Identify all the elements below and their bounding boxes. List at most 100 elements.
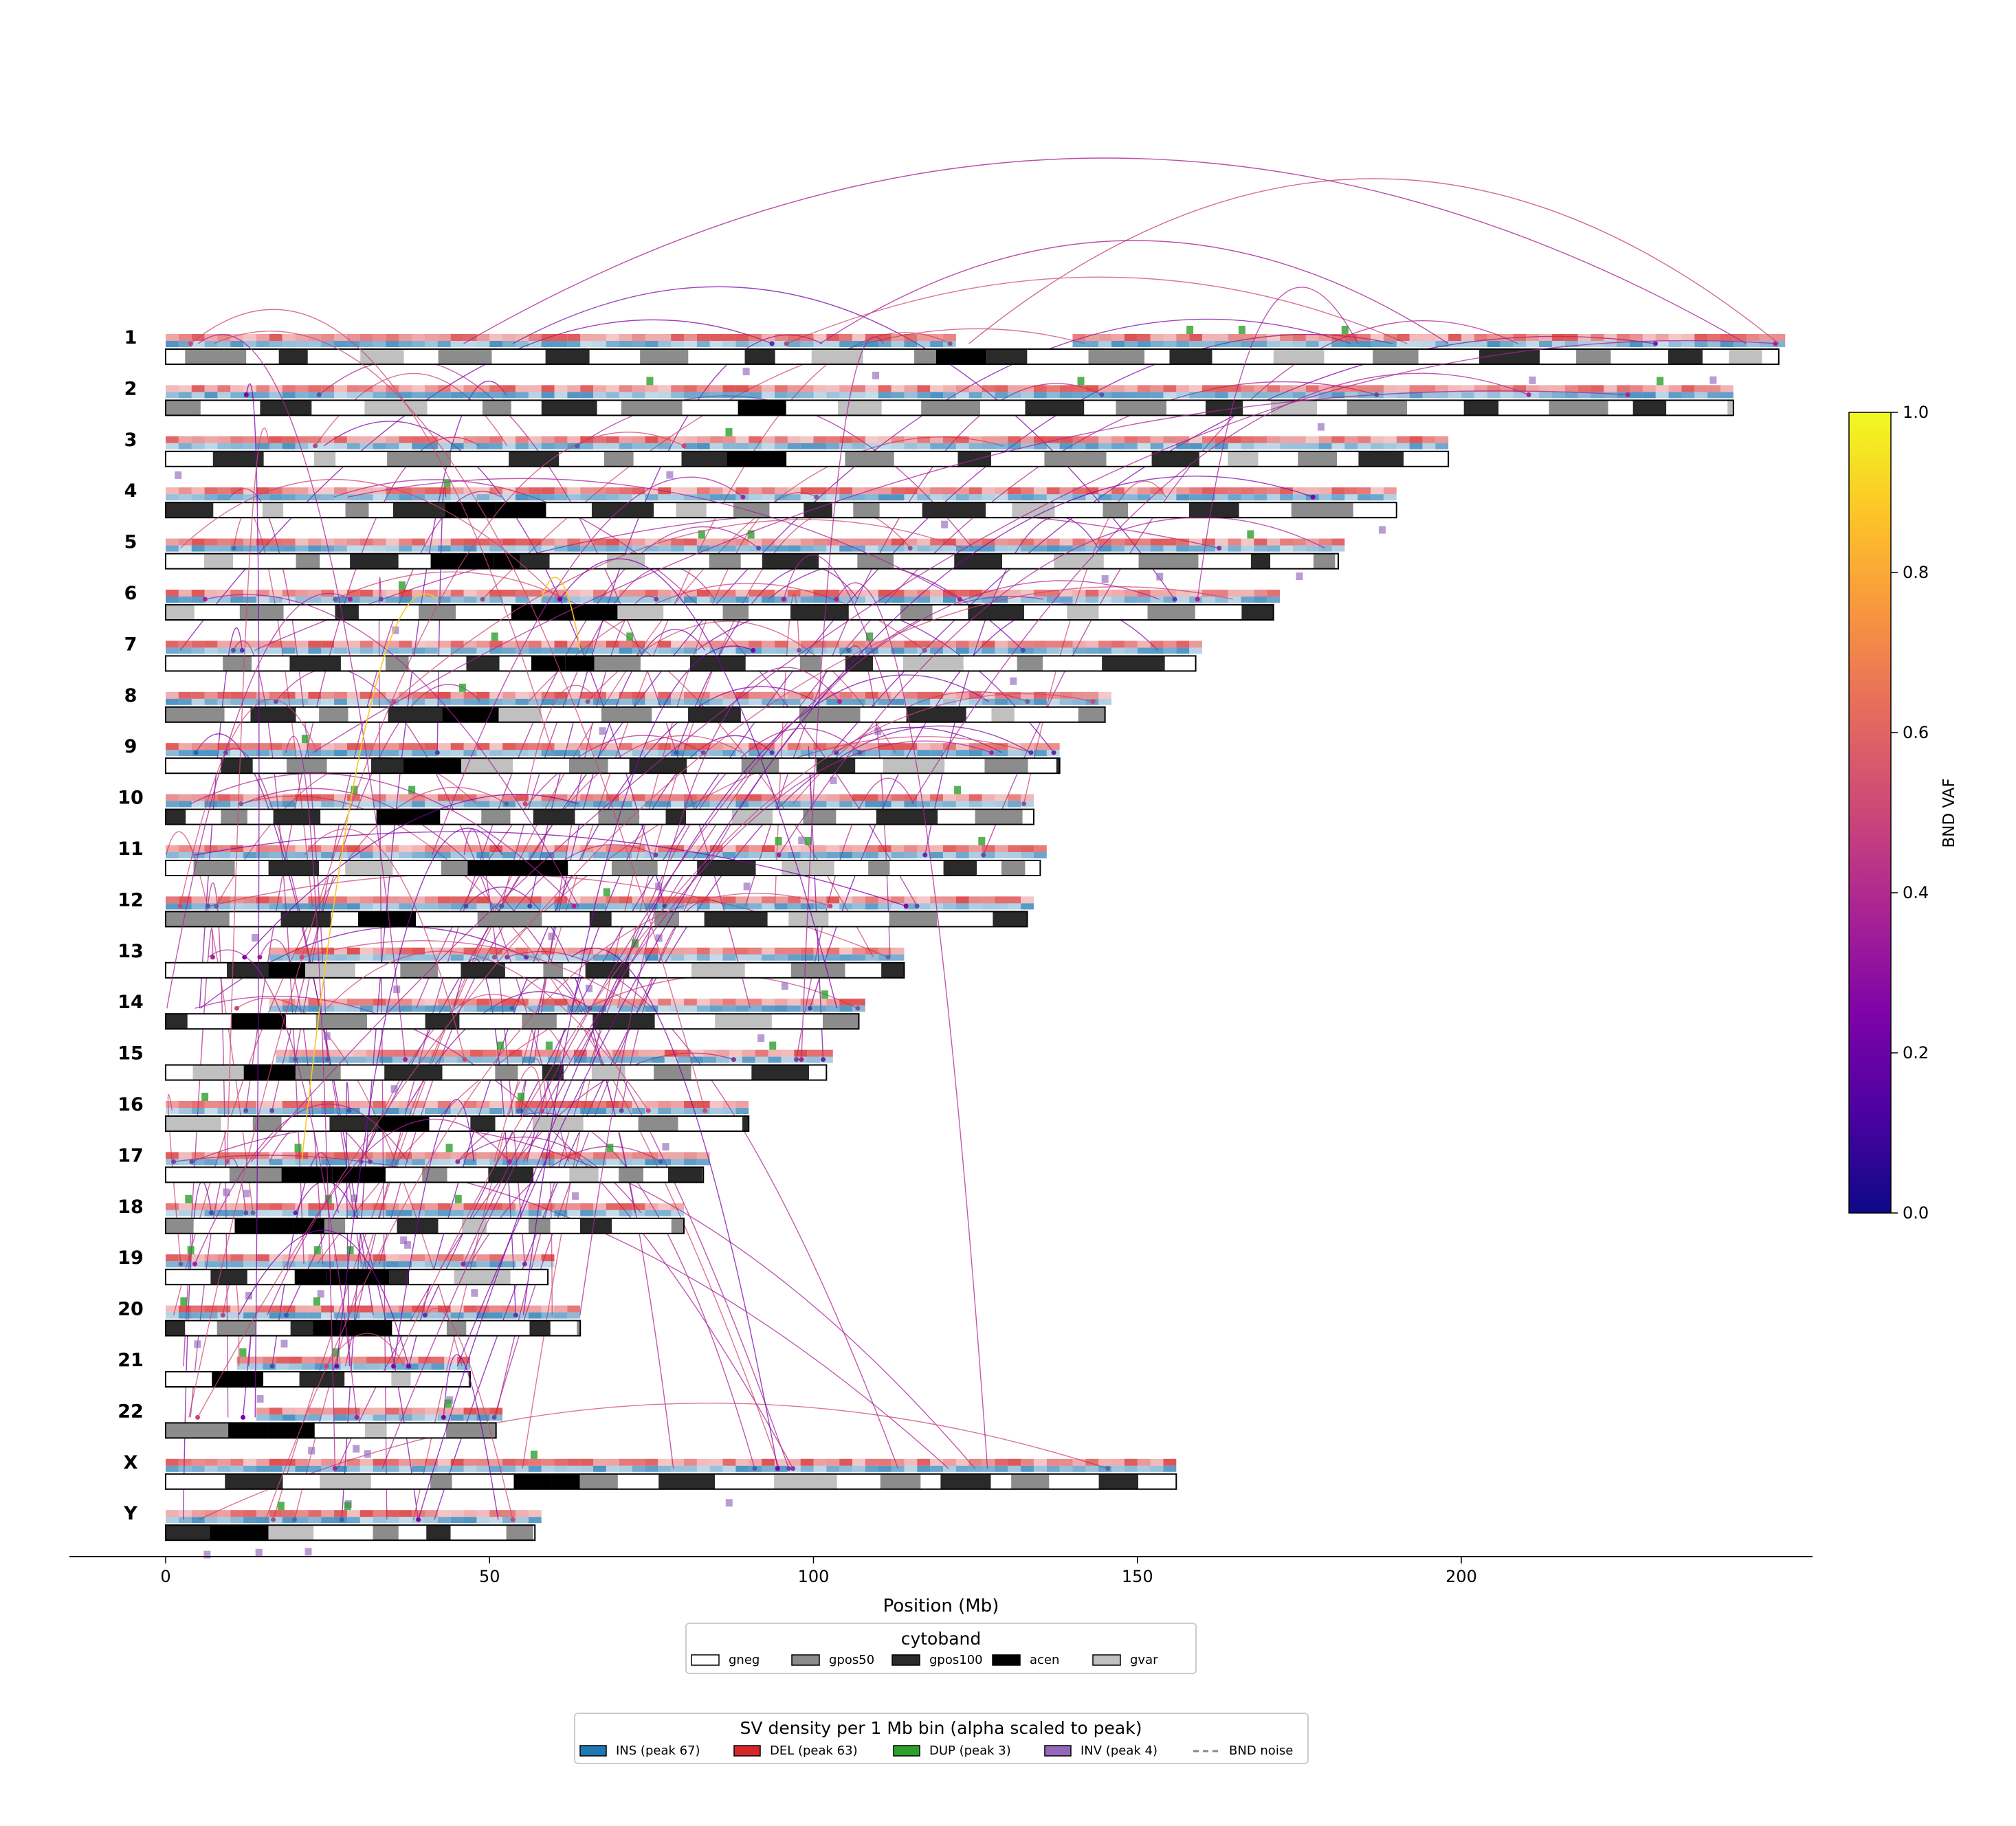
del-density-bin — [217, 1101, 231, 1108]
del-density-bin — [282, 590, 296, 597]
cytoband-gneg — [1054, 502, 1103, 518]
del-density-bin — [425, 691, 438, 699]
ins-density-bin — [554, 954, 568, 961]
ins-density-bin — [321, 1005, 335, 1012]
ins-density-bin — [437, 494, 451, 501]
ins-density-bin — [1163, 545, 1177, 552]
bnd-breakpoint — [505, 955, 510, 960]
ins-density-bin — [295, 545, 309, 552]
del-density-bin — [1577, 334, 1591, 341]
ins-density-bin — [995, 698, 1008, 705]
bnd-arc — [560, 558, 838, 1009]
ins-density-bin — [813, 1005, 827, 1012]
cytoband-gneg — [1144, 349, 1170, 364]
cytoband-gneg — [340, 656, 386, 671]
del-density-bin — [865, 947, 878, 955]
dup-density-bin — [1238, 326, 1245, 334]
cytoband-gpos100 — [689, 656, 746, 671]
ins-density-bin — [373, 1261, 386, 1268]
ins-density-bin — [321, 698, 335, 705]
del-density-bin — [774, 641, 788, 648]
del-density-bin — [1033, 538, 1047, 546]
cytoband-gneg — [1195, 605, 1242, 620]
del-density-bin — [865, 538, 878, 546]
del-density-bin — [359, 1510, 373, 1517]
colorbar-gradient — [1848, 412, 1892, 1214]
cytoband-gpos100 — [273, 809, 321, 825]
del-density-bin — [1254, 590, 1267, 597]
ins-density-bin — [308, 801, 322, 808]
del-density-bin — [457, 1357, 470, 1363]
ins-density-bin — [1228, 494, 1241, 501]
del-density-bin — [943, 743, 956, 750]
cytoband-gpos50 — [822, 1014, 859, 1029]
del-density-bin — [204, 436, 218, 443]
ins-density-bin — [359, 1005, 373, 1012]
cytoband-gpos50 — [984, 758, 1028, 774]
del-density-bin — [749, 743, 762, 750]
del-density-bin — [502, 743, 516, 750]
cytoband-gneg — [612, 1218, 672, 1234]
cytoband-gneg — [1049, 1473, 1099, 1489]
del-density-bin — [658, 1203, 672, 1210]
ins-density-bin — [1124, 341, 1138, 347]
ins-density-bin — [1163, 494, 1177, 501]
del-density-bin — [917, 538, 931, 546]
del-density-bin — [904, 385, 918, 392]
dup-density-bin — [277, 1502, 285, 1511]
dup-density-bin — [444, 1399, 452, 1408]
ins-density-bin — [515, 545, 529, 552]
ins-density-bin — [593, 801, 606, 808]
ins-density-bin — [373, 750, 386, 757]
ins-density-bin — [541, 852, 555, 858]
del-density-bin — [217, 334, 231, 341]
cytoband-gneg — [451, 451, 509, 467]
del-density-bin — [541, 999, 555, 1006]
ins-density-bin — [645, 954, 658, 961]
del-density-bin — [405, 1357, 419, 1363]
cytoband-gpos100 — [426, 1525, 451, 1541]
del-density-bin — [1409, 385, 1423, 392]
ins-density-bin — [1358, 443, 1371, 449]
inv-density-bin — [280, 1339, 288, 1348]
ins-density-bin — [762, 494, 775, 501]
ins-density-bin — [671, 1210, 684, 1216]
del-density-bin — [1539, 334, 1552, 341]
ins-density-bin — [1215, 443, 1228, 449]
del-density-bin — [968, 641, 982, 648]
cytoband-gpos100 — [591, 502, 654, 518]
ins-density-bin — [437, 903, 451, 910]
del-density-bin — [217, 1305, 231, 1313]
ins-density-bin — [645, 1108, 658, 1114]
del-density-bin — [865, 1458, 878, 1466]
ins-density-bin — [709, 647, 723, 654]
del-density-bin — [839, 999, 853, 1006]
bnd-breakpoint — [903, 903, 909, 909]
del-density-bin — [865, 641, 878, 648]
del-density-bin — [580, 999, 594, 1006]
ins-density-bin — [1396, 392, 1410, 399]
ins-density-bin — [1539, 341, 1552, 347]
ins-density-bin — [1371, 443, 1384, 449]
bnd-breakpoint — [422, 1313, 428, 1318]
ins-density-bin — [528, 443, 542, 449]
ins-density-bin — [1241, 597, 1254, 603]
del-density-bin — [891, 436, 905, 443]
del-density-bin — [658, 794, 672, 801]
del-density-bin — [1137, 436, 1151, 443]
del-density-bin — [243, 1254, 256, 1262]
cytoband-gneg — [1498, 400, 1549, 416]
del-density-bin — [399, 1101, 412, 1108]
del-density-bin — [437, 436, 451, 443]
bnd-breakpoint — [1217, 546, 1222, 551]
chromosome-4: 4 — [124, 480, 1397, 519]
del-density-bin — [943, 641, 956, 648]
ins-density-bin — [930, 597, 943, 603]
cytoband-gpos50 — [430, 1473, 452, 1489]
ins-density-bin — [1176, 494, 1190, 501]
ins-density-bin — [852, 494, 865, 501]
del-density-bin — [386, 845, 399, 852]
ins-density-bin — [943, 392, 956, 399]
del-density-bin — [1396, 436, 1410, 443]
chromosome-15: 15 — [118, 1043, 828, 1081]
